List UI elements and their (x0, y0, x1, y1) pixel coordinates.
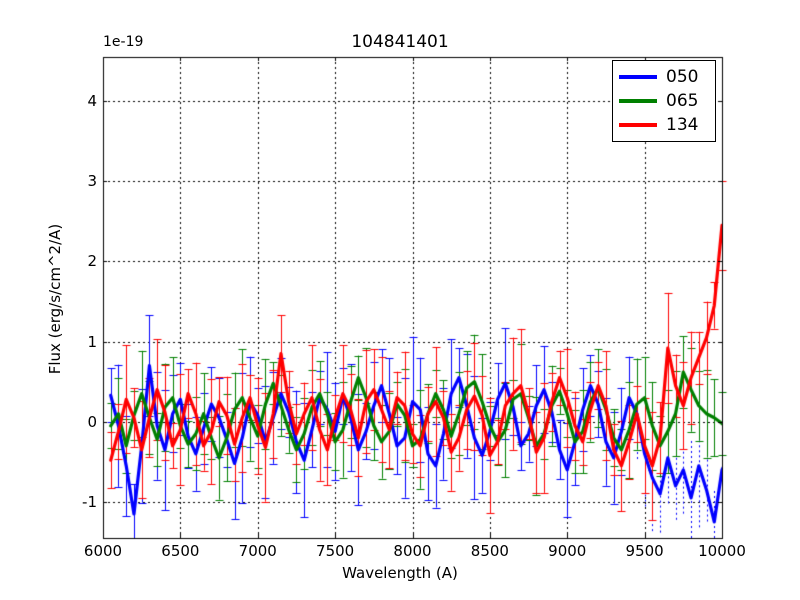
x-axis-label: Wavelength (A) (342, 564, 458, 582)
legend-label-065: 065 (666, 90, 699, 111)
y-tick-label: 4 (87, 92, 97, 111)
legend-item: 065 (619, 89, 709, 113)
y-tick-label: 3 (87, 172, 97, 191)
legend-color-swatch-134 (619, 123, 657, 127)
x-tick-label: 9500 (625, 542, 664, 560)
legend-color-swatch-050 (619, 75, 657, 79)
y-tick-label: 0 (87, 412, 97, 431)
legend-label-134: 134 (666, 114, 699, 135)
x-tick-label: 6500 (161, 542, 200, 560)
y-axis-exponent-label: 1e-19 (103, 34, 144, 50)
x-tick-label: 8500 (470, 542, 509, 560)
x-tick-label: 6000 (83, 542, 123, 560)
y-tick-label: -1 (82, 492, 97, 511)
legend-item: 134 (619, 113, 709, 137)
x-tick-label: 9000 (548, 542, 587, 560)
y-tick-label: 1 (87, 332, 97, 351)
legend-label-050: 050 (666, 66, 699, 87)
x-tick-label: 10000 (698, 542, 746, 560)
legend-item: 050 (619, 65, 709, 89)
y-tick-label: 2 (87, 252, 97, 271)
x-tick-label: 7500 (316, 542, 355, 560)
legend-color-swatch-065 (619, 99, 657, 103)
x-tick-label: 8000 (393, 542, 432, 560)
page-title: 104841401 (351, 32, 449, 52)
y-axis-label: Flux (erg/s/cm^2/A) (46, 223, 64, 375)
x-tick-label: 7000 (238, 542, 277, 560)
legend-box: 050 065 134 (612, 60, 716, 142)
